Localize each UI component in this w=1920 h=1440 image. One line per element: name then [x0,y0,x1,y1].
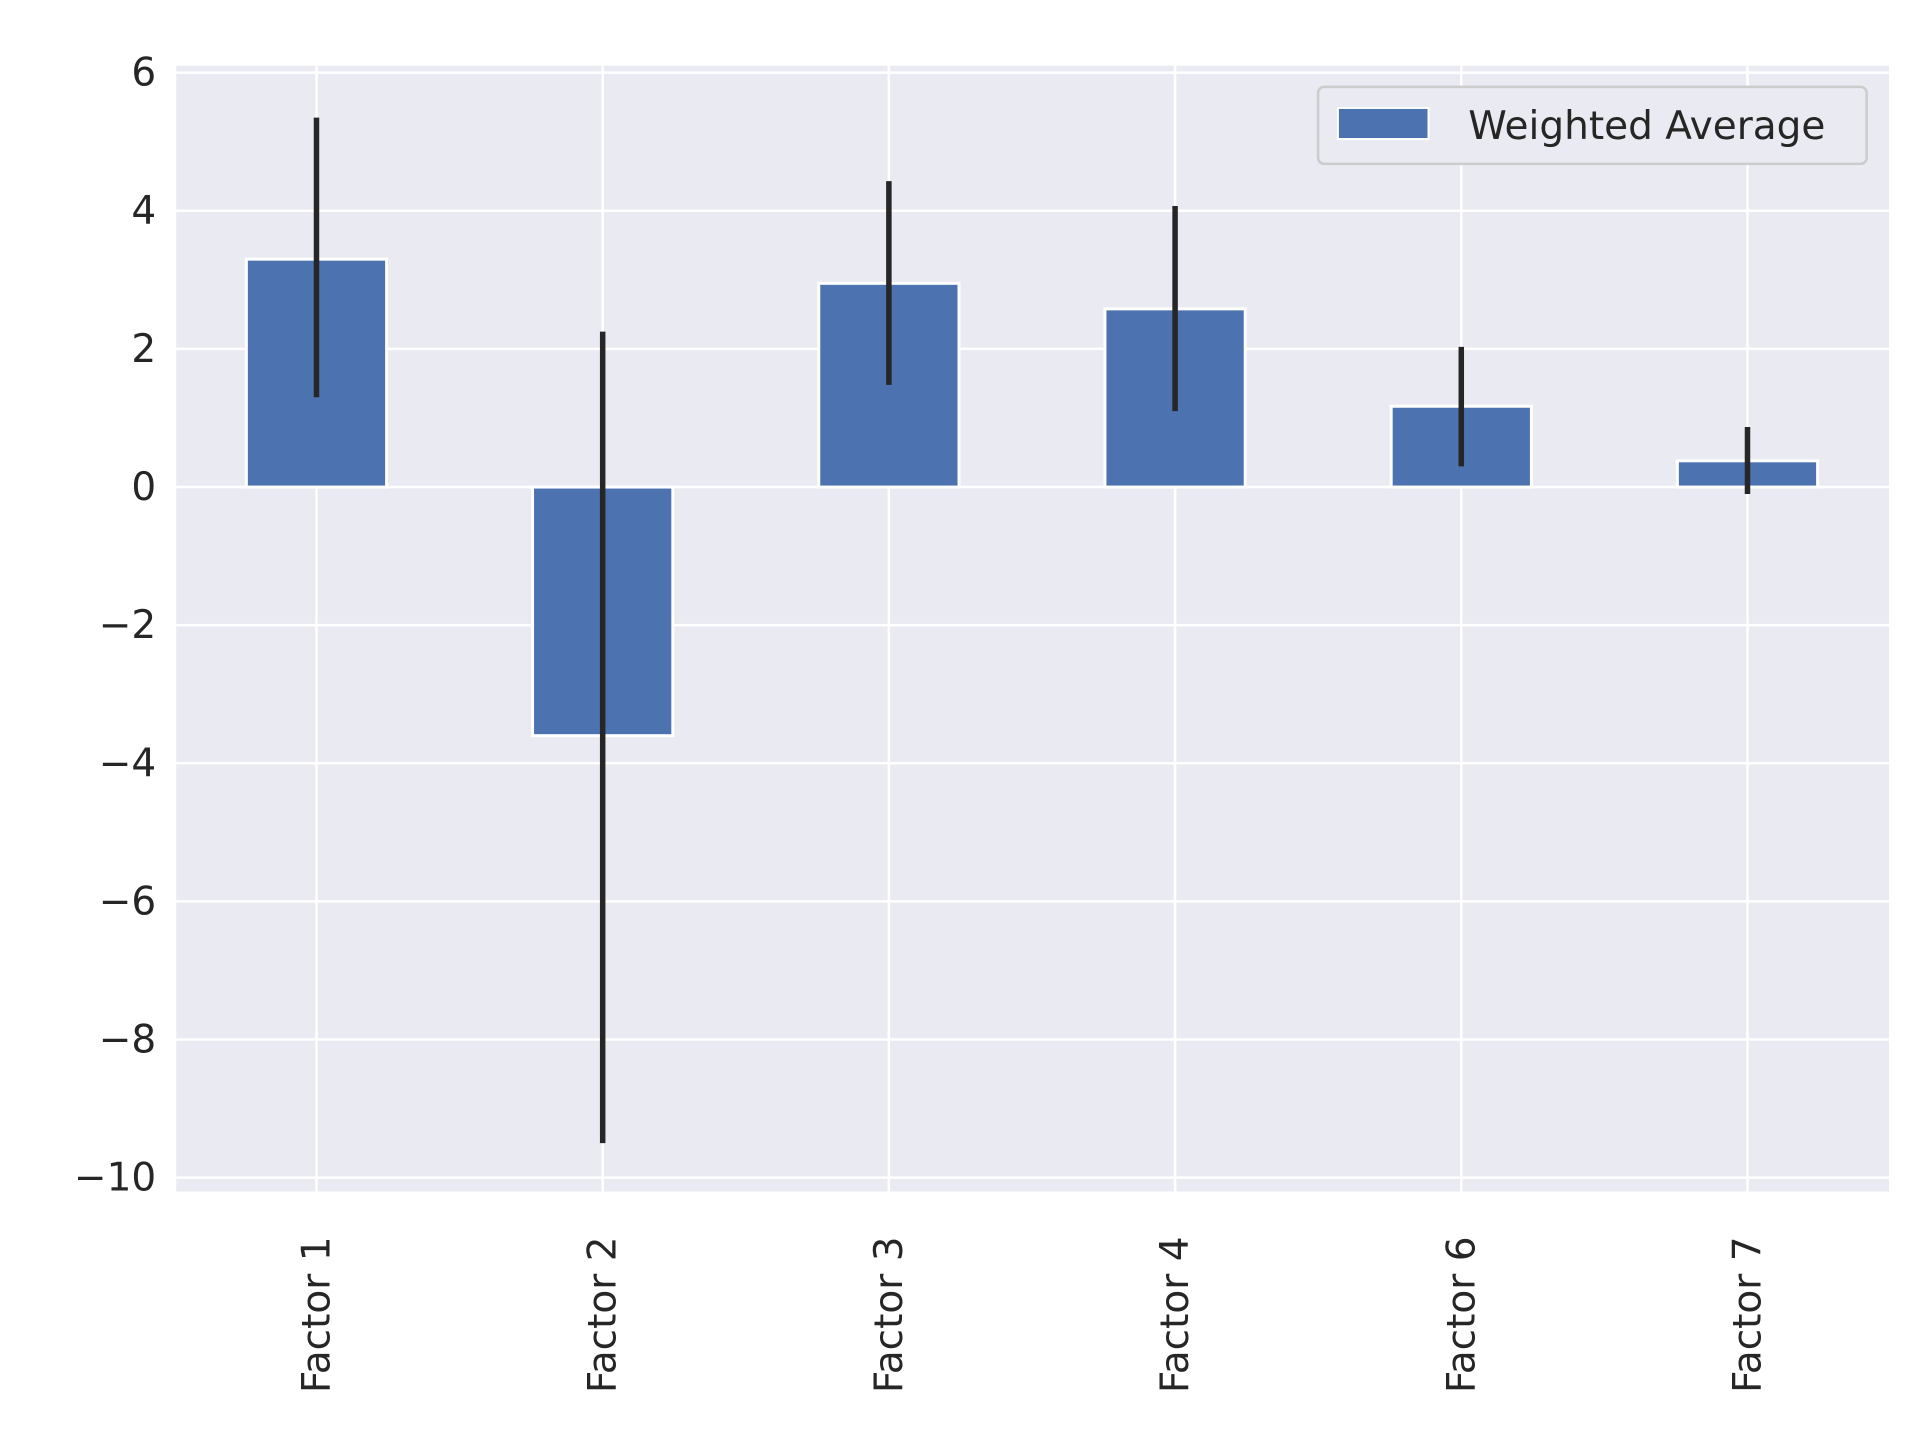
y-tick-label: −2 [99,603,157,648]
y-tick-label: 0 [131,465,156,510]
x-tick-label: Factor 3 [867,1236,912,1393]
x-tick-label: Factor 2 [581,1236,626,1393]
y-tick-label: −10 [74,1156,156,1201]
y-tick-label: −8 [99,1018,157,1063]
legend-swatch [1336,106,1430,141]
x-tick-label: Factor 6 [1439,1236,1484,1393]
y-tick-label: 6 [131,51,156,96]
x-tick-label: Factor 1 [294,1236,339,1393]
y-axis-tick-labels: 6 4 2 0 −2 −4 −6 −8 −10 [74,51,156,1201]
y-tick-label: 2 [131,327,156,372]
x-tick-label: Factor 7 [1725,1236,1770,1393]
x-axis-tick-labels: Factor 1 Factor 2 Factor 3 Factor 4 Factor 6… [294,1236,1770,1393]
y-tick-label: −6 [99,879,157,924]
legend: Weighted Average [1316,85,1868,166]
y-tick-label: 4 [131,189,156,234]
bars [244,257,1820,738]
legend-label: Weighted Average [1468,104,1825,149]
x-tick-label: Factor 4 [1153,1236,1198,1393]
legend-frame [1316,85,1868,166]
error-bars [313,117,1751,1144]
plot-background [176,65,1889,1192]
y-tick-label: −4 [99,741,157,786]
